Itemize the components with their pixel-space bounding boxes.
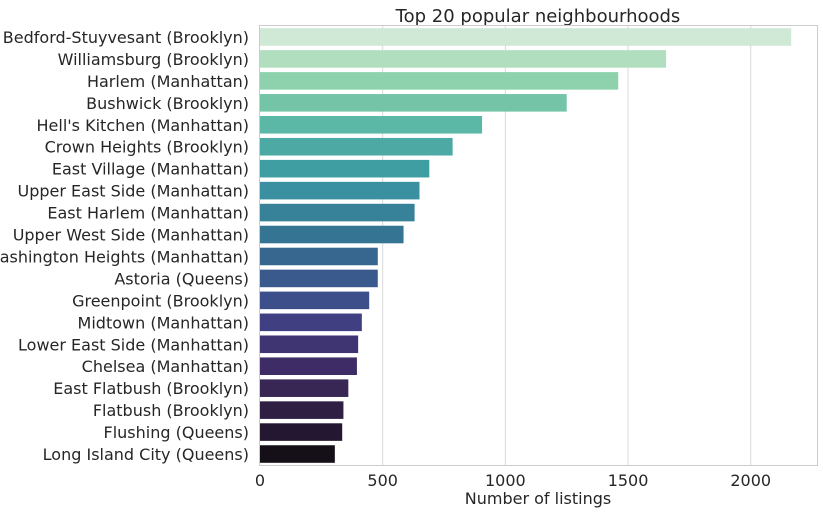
- bar: [260, 115, 483, 134]
- bar: [260, 159, 430, 178]
- bar: [260, 94, 567, 112]
- category-label: Greenpoint (Brooklyn): [72, 291, 249, 310]
- category-label: Chelsea (Manhattan): [82, 357, 249, 376]
- category-label: Midtown (Manhattan): [78, 313, 249, 332]
- bar: [260, 357, 357, 376]
- category-label: Washington Heights (Manhattan): [0, 247, 249, 266]
- bar: [260, 313, 362, 332]
- bar: [260, 225, 404, 244]
- bars: [260, 28, 792, 463]
- category-label: Bedford-Stuyvesant (Brooklyn): [3, 28, 249, 47]
- bar: [260, 72, 619, 90]
- plot-frame: [259, 25, 818, 466]
- bar: [260, 335, 359, 354]
- grid-lines: [382, 26, 752, 465]
- category-label: Upper West Side (Manhattan): [13, 226, 249, 245]
- x-tick-label: 0: [255, 471, 265, 490]
- category-label: Lower East Side (Manhattan): [18, 335, 249, 354]
- chart-title: Top 20 popular neighbourhoods: [395, 6, 681, 27]
- bar: [260, 137, 453, 156]
- category-label: Flatbush (Brooklyn): [93, 401, 249, 420]
- bar: [260, 379, 349, 397]
- category-label: East Harlem (Manhattan): [47, 204, 249, 223]
- bar: [260, 181, 420, 200]
- category-label: Bushwick (Brooklyn): [86, 94, 249, 113]
- bar: [260, 50, 667, 68]
- bar: [260, 445, 335, 463]
- category-label: Astoria (Queens): [114, 269, 249, 288]
- x-tick-label: 1500: [608, 471, 649, 490]
- x-tick-label: 1000: [485, 471, 526, 490]
- category-label: Crown Heights (Brooklyn): [45, 138, 249, 157]
- x-tick-labels: 0 500 1000 1500 2000: [255, 471, 771, 490]
- category-labels: Bedford-Stuyvesant (Brooklyn) Williamsbur…: [0, 28, 249, 464]
- x-tick-label: 500: [367, 471, 398, 490]
- bar: [260, 269, 378, 288]
- x-tick-label: 2000: [730, 471, 771, 490]
- bar: [260, 28, 792, 46]
- category-label: Long Island City (Queens): [43, 445, 249, 464]
- bar: [260, 291, 370, 310]
- bar: [260, 203, 415, 222]
- bar: [260, 247, 378, 266]
- x-axis-label: Number of listings: [465, 489, 611, 508]
- category-label: Upper East Side (Manhattan): [18, 182, 250, 201]
- category-label: East Flatbush (Brooklyn): [53, 379, 249, 398]
- category-label: Flushing (Queens): [104, 423, 249, 442]
- category-label: Williamsburg (Brooklyn): [58, 50, 249, 69]
- category-label: Hell's Kitchen (Manhattan): [37, 116, 249, 135]
- bar: [260, 423, 343, 441]
- category-label: East Village (Manhattan): [52, 160, 249, 179]
- category-label: Harlem (Manhattan): [87, 72, 249, 91]
- bar: [260, 401, 344, 419]
